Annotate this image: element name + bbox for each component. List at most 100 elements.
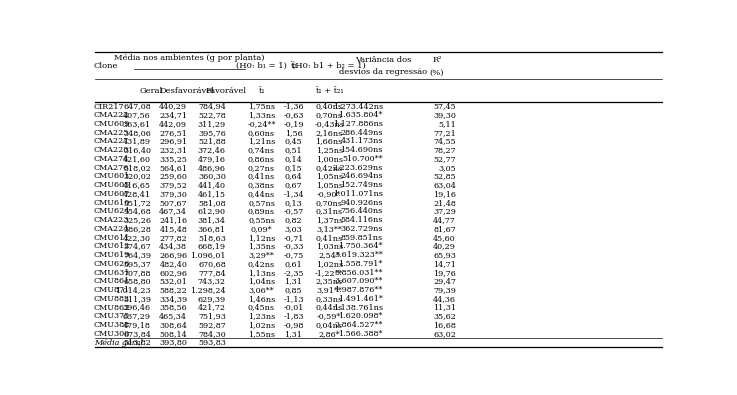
Text: 63,04: 63,04 [433,181,456,189]
Text: Variância dos: Variância dos [354,56,411,64]
Text: 395,76: 395,76 [198,129,226,137]
Text: 0,67: 0,67 [284,181,302,189]
Text: 1.566.388*: 1.566.388* [338,330,383,338]
Text: CMA274: CMA274 [94,155,129,163]
Text: 3,13**: 3,13** [316,225,342,233]
Text: 3,05: 3,05 [439,164,456,172]
Text: 416,65: 416,65 [123,181,151,189]
Text: 362.729ns: 362.729ns [340,225,383,233]
Text: 3.619.323**: 3.619.323** [334,251,383,259]
Text: 21,48: 21,48 [433,199,456,207]
Text: 440,29: 440,29 [159,103,187,111]
Text: -0,43ns: -0,43ns [314,120,344,128]
Text: 612,90: 612,90 [198,207,226,215]
Text: 246.694ns: 246.694ns [340,173,383,181]
Text: 588,22: 588,22 [159,286,187,294]
Text: 0,44ns: 0,44ns [315,304,343,312]
Text: 11,31: 11,31 [433,304,456,312]
Text: 1,05ns: 1,05ns [315,173,343,181]
Text: 0,61: 0,61 [284,260,302,268]
Text: 581,08: 581,08 [198,199,226,207]
Text: 1.127.886ns: 1.127.886ns [333,120,383,128]
Text: 1,31: 1,31 [284,330,302,338]
Text: 407,56: 407,56 [123,111,151,119]
Text: 1,00ns: 1,00ns [315,155,343,163]
Text: 0,38ns: 0,38ns [248,181,275,189]
Text: 0,45: 0,45 [284,137,302,145]
Text: 2,35ns: 2,35ns [315,277,343,286]
Text: 276,51: 276,51 [159,129,187,137]
Text: CMA225: CMA225 [94,129,129,137]
Text: 467,34: 467,34 [159,207,187,215]
Text: 0,45ns: 0,45ns [248,304,275,312]
Text: 518,02: 518,02 [123,164,151,172]
Text: 0,82: 0,82 [284,216,302,224]
Text: CMU871: CMU871 [94,286,130,294]
Text: 1,35ns: 1,35ns [248,243,275,250]
Text: CMU300: CMU300 [94,330,130,338]
Text: 2.864.527**: 2.864.527** [335,321,383,329]
Text: 0,60ns: 0,60ns [248,129,275,137]
Text: 0,55ns: 0,55ns [248,216,275,224]
Text: 363,61: 363,61 [123,120,151,128]
Text: 511,39: 511,39 [123,295,151,303]
Text: 39,30: 39,30 [433,111,456,119]
Text: CMU619: CMU619 [94,251,130,259]
Text: 358,56: 358,56 [159,304,187,312]
Text: 3.856.031**: 3.856.031** [335,269,383,276]
Text: CMU861: CMU861 [94,277,130,286]
Text: 1.987.876**: 1.987.876** [335,286,383,294]
Text: 81,67: 81,67 [433,225,456,233]
Text: 0,74ns: 0,74ns [248,146,275,154]
Text: 277,82: 277,82 [159,234,187,242]
Text: R²: R² [433,56,442,64]
Text: 3,91**: 3,91** [316,286,342,294]
Text: 1,25ns: 1,25ns [315,146,343,154]
Text: 0,64: 0,64 [284,173,302,181]
Text: 1,03ns: 1,03ns [315,243,343,250]
Text: 431,89: 431,89 [123,137,151,145]
Text: CMU607: CMU607 [94,190,130,198]
Text: 386,28: 386,28 [123,225,151,233]
Text: 3,06**: 3,06** [248,286,274,294]
Text: 0,13: 0,13 [284,199,302,207]
Text: CMA223: CMA223 [94,216,129,224]
Text: 1,05ns: 1,05ns [315,181,343,189]
Text: 396,46: 396,46 [123,304,151,312]
Text: 0,85: 0,85 [284,286,302,294]
Text: 35,62: 35,62 [433,312,456,320]
Text: CMU624: CMU624 [94,207,130,215]
Text: -0,63: -0,63 [283,111,304,119]
Text: 45,60: 45,60 [433,234,456,242]
Text: -0,59*: -0,59* [317,312,341,320]
Text: 19,16: 19,16 [433,190,456,198]
Text: 434,38: 434,38 [159,243,187,250]
Text: 1.620.098*: 1.620.098* [338,312,383,320]
Text: 0,14: 0,14 [284,155,302,163]
Text: CMU601: CMU601 [94,173,130,181]
Text: 37,29: 37,29 [433,207,456,215]
Text: CMA222: CMA222 [94,111,129,119]
Text: 486,96: 486,96 [198,164,226,172]
Text: 508,14: 508,14 [159,330,187,338]
Text: 602,96: 602,96 [159,269,187,276]
Text: CMU626: CMU626 [94,260,130,268]
Text: 1,56: 1,56 [284,129,302,137]
Text: 940.926ns: 940.926ns [340,199,383,207]
Text: CMU862: CMU862 [94,304,130,312]
Text: Clone: Clone [94,62,118,70]
Text: 479,18: 479,18 [123,321,151,329]
Text: 79,39: 79,39 [433,286,456,294]
Text: CMU375: CMU375 [94,312,130,320]
Text: 554,68: 554,68 [123,207,151,215]
Text: 3,03: 3,03 [284,225,302,233]
Text: 2.223.629ns: 2.223.629ns [332,164,383,172]
Text: 348,06: 348,06 [123,129,151,137]
Text: ẗ₁ + ẗ₂₁: ẗ₁ + ẗ₂₁ [315,87,343,95]
Text: 0,42ns: 0,42ns [248,260,275,268]
Text: 286.449ns: 286.449ns [340,129,383,137]
Text: Geral: Geral [139,87,163,95]
Text: 461,15: 461,15 [198,190,226,198]
Text: 0,57ns: 0,57ns [248,199,275,207]
Text: 1,12ns: 1,12ns [248,234,275,242]
